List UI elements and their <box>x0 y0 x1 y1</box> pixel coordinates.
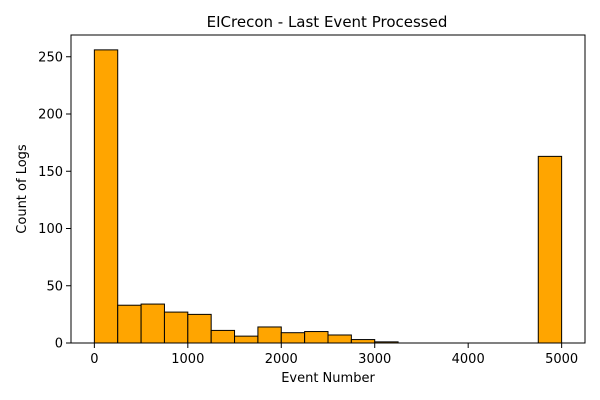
x-tick-label-5: 5000 <box>545 352 578 367</box>
histogram-bar-2 <box>140 303 165 344</box>
y-tick-label-1: 50 <box>46 279 63 294</box>
histogram-bar-11 <box>350 339 376 344</box>
chart-title: EICrecon - Last Event Processed <box>207 13 448 31</box>
y-axis-ticks: 0 50 100 150 200 250 <box>38 50 71 352</box>
plot-frame <box>70 34 586 344</box>
histogram-bar-10 <box>327 334 352 344</box>
histogram-bar-8 <box>280 332 306 344</box>
x-tick-label-3: 3000 <box>358 352 391 367</box>
y-axis-label: Count of Logs <box>15 144 30 234</box>
x-tick-label-1: 1000 <box>171 352 204 367</box>
x-axis-ticks: 0 1000 2000 3000 4000 5000 <box>90 343 578 367</box>
x-tick-label-2: 2000 <box>265 352 298 367</box>
histogram-bar-6 <box>234 335 259 344</box>
y-tick-label-2: 100 <box>38 222 63 237</box>
histogram-bar-19 <box>537 155 563 344</box>
y-tick-label-0: 0 <box>55 337 63 352</box>
histogram-bar-4 <box>187 313 212 344</box>
histogram-bars <box>93 49 563 344</box>
histogram-bar-7 <box>257 326 282 344</box>
histogram-bar-1 <box>117 304 142 344</box>
y-tick-label-5: 250 <box>38 50 63 65</box>
x-axis-label: Event Number <box>281 371 375 386</box>
x-tick-label-4: 4000 <box>452 352 485 367</box>
histogram-bar-5 <box>210 329 236 344</box>
y-tick-label-3: 150 <box>38 165 63 180</box>
y-tick-label-4: 200 <box>38 108 63 123</box>
histogram-bar-0 <box>93 49 119 344</box>
histogram-bar-3 <box>163 311 189 344</box>
histogram-bar-9 <box>304 331 329 344</box>
x-tick-label-0: 0 <box>90 352 98 367</box>
